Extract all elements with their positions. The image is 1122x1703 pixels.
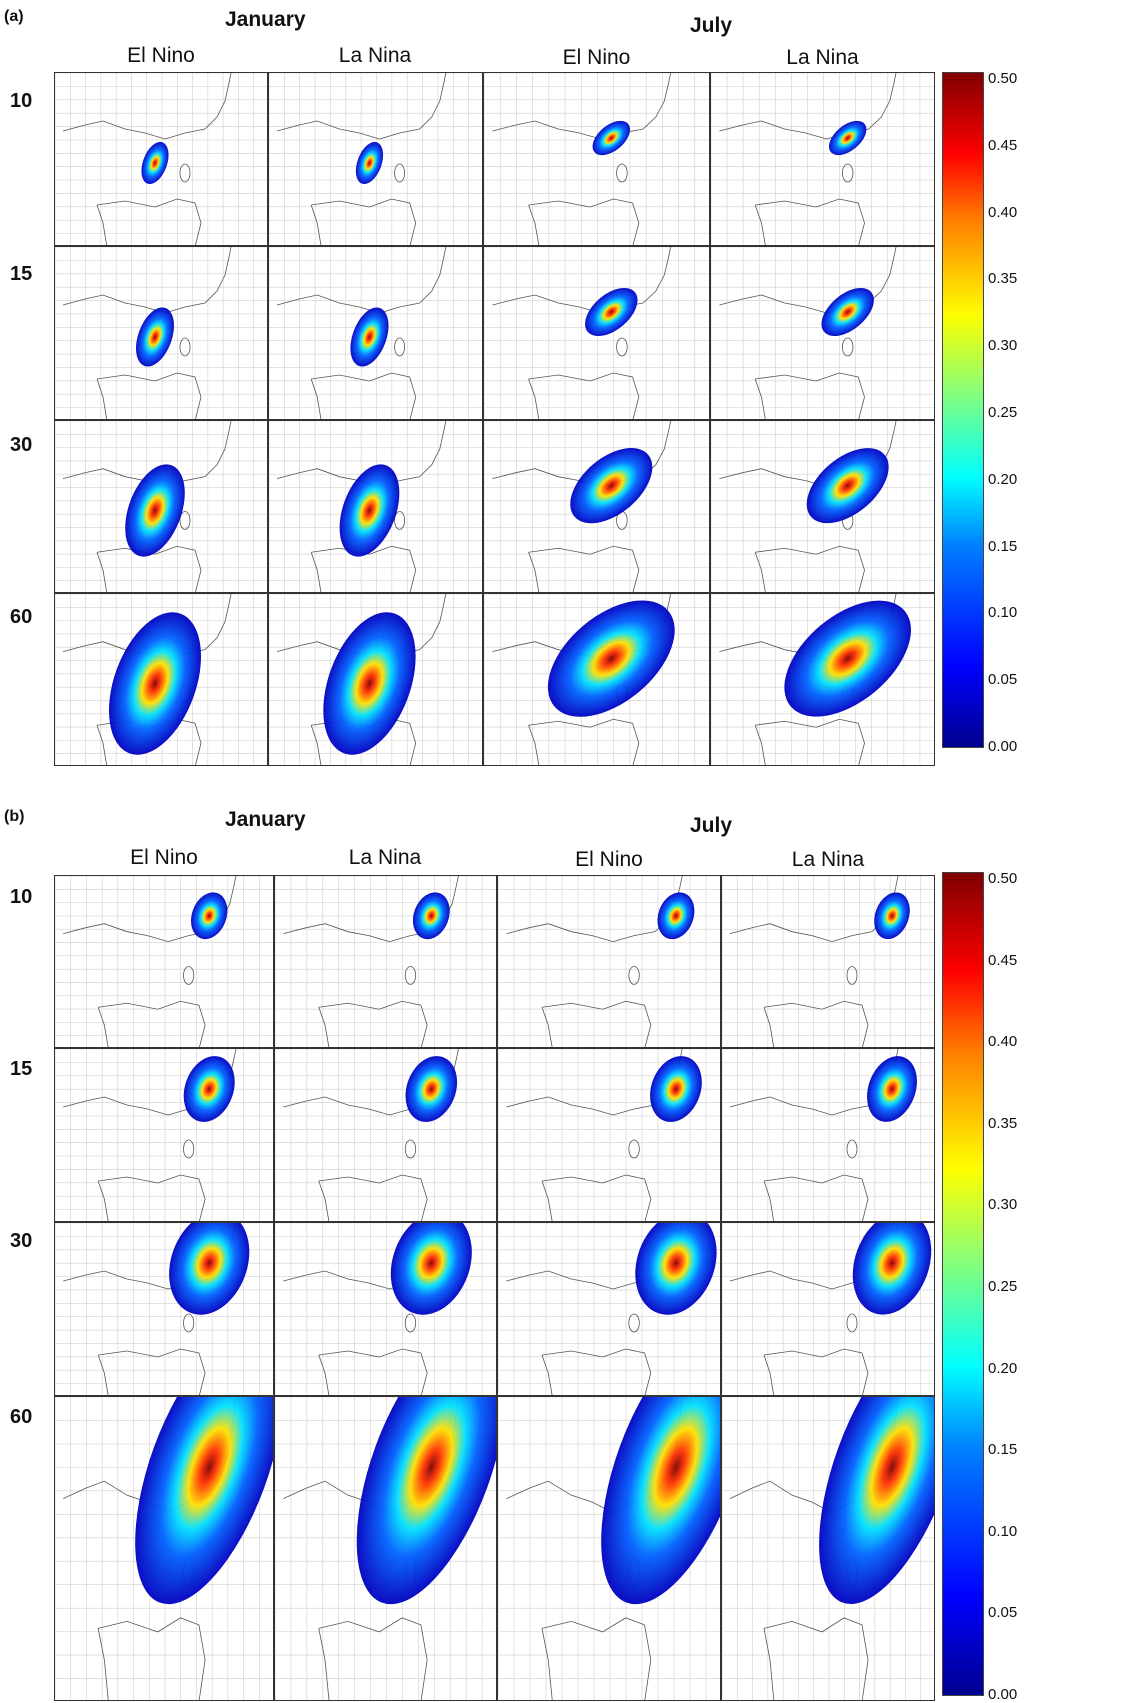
panel-b-colorbar [942,872,984,1696]
panel-b-colorbar-tick: 0.05 [988,1604,1018,1622]
panel-a-map-r2-c3 [483,246,710,420]
panel-b-colorbar-tick: 0.15 [988,1441,1018,1459]
panel-b-map-r4-c2 [274,1396,497,1701]
panel-a-colorbar-tick: 0.10 [988,604,1018,622]
panel-a-col-2: La Nina [338,44,412,67]
panel-a-map-r3-c4 [710,420,935,593]
panel-a-row-3: 30 [10,434,33,456]
panel-a-colorbar-tick: 0.35 [988,270,1018,288]
panel-b-colorbar-tick: 0.35 [988,1114,1018,1132]
panel-a-map-r1-c4 [710,72,935,246]
panel-a-colorbar-tick: 0.50 [988,70,1018,87]
panel-a-map-r3-c1 [54,420,268,593]
panel-a-col-4: La Nina [786,46,859,69]
panel-b-map-r2-c1 [54,1048,274,1222]
panel-b-colorbar-tick: 0.25 [988,1278,1018,1295]
panel-a-colorbar-tick: 0.15 [988,537,1018,555]
panel-a-map-r1-c3 [483,72,710,246]
panel-b-map-r1-c2 [274,875,497,1048]
panel-a-map-r2-c1 [54,246,268,420]
panel-a-map-r1-c2 [268,72,483,246]
panel-b-colorbar-tick: 0.40 [988,1033,1018,1051]
panel-b-map-r3-c1 [54,1222,274,1396]
panel-b-colorbar-tick: 0.50 [988,870,1018,887]
panel-b-month-january: January [225,808,306,831]
panel-a-col-3: El Nino [562,46,631,69]
panel-b-row-1: 10 [10,886,33,908]
panel-b-map-r4-c4 [721,1396,935,1701]
panel-b-map-r3-c2 [274,1222,497,1396]
panel-a-row-1: 10 [10,90,33,112]
panel-b-month-july: July [690,814,733,837]
panel-a-month-july: July [690,14,733,37]
panel-a-colorbar-tick: 0.45 [988,136,1018,154]
panel-b-colorbar-tick: 0.30 [988,1196,1018,1214]
panel-a-map-r4-c2 [268,593,483,766]
panel-a-map-r4-c3 [483,593,710,766]
panel-b-colorbar-tick: 0.20 [988,1359,1018,1377]
panel-b-map-r2-c3 [497,1048,721,1222]
panel-a-map-r3-c2 [268,420,483,593]
panel-b-map-r4-c3 [497,1396,721,1701]
panel-a-map-r3-c3 [483,420,710,593]
panel-b-map-r2-c4 [721,1048,935,1222]
panel-b-row-2: 15 [10,1058,33,1080]
panel-a-map-r2-c4 [710,246,935,420]
panel-b-colorbar-tick: 0.00 [988,1686,1018,1703]
panel-b-row-3: 30 [10,1230,33,1252]
panel-a-colorbar-tick: 0.20 [988,470,1018,488]
panel-a-map-r4-c4 [710,593,935,766]
panel-a-colorbar-tick: 0.05 [988,671,1018,689]
panel-a-map-r1-c1 [54,72,268,246]
panel-a-map-r4-c1 [54,593,268,766]
panel-a-colorbar-tick: 0.30 [988,337,1018,355]
panel-b-col-1: El Nino [130,846,198,869]
panel-a-map-r2-c2 [268,246,483,420]
panel-a-row-2: 15 [10,263,33,285]
panel-b-map-r1-c1 [54,875,274,1048]
panel-b-map-r3-c3 [497,1222,721,1396]
panel-a-colorbar-tick: 0.25 [988,404,1018,421]
panel-a-colorbar-tick: 0.40 [988,203,1018,221]
panel-b-letter: (b) [4,808,25,825]
panel-b-col-3: El Nino [575,848,643,871]
panel-a-colorbar [942,72,984,748]
panel-a-row-4: 60 [10,606,33,628]
panel-b-colorbar-tick: 0.45 [988,951,1018,969]
panel-a-month-january: January [225,8,306,31]
panel-b-map-r3-c4 [721,1222,935,1396]
panel-b-map-r4-c1 [54,1396,274,1701]
panel-b-map-r2-c2 [274,1048,497,1222]
panel-a-letter: (a) [4,8,24,25]
panel-a-col-1: El Nino [127,44,195,67]
panel-b-col-2: La Nina [348,846,422,869]
panel-b-map-r1-c3 [497,875,721,1048]
panel-b-map-r1-c4 [721,875,935,1048]
panel-b-colorbar-tick: 0.10 [988,1522,1018,1540]
panel-a-colorbar-tick: 0.00 [988,738,1018,755]
panel-b-row-4: 60 [10,1406,33,1428]
panel-b-col-4: La Nina [791,848,865,871]
